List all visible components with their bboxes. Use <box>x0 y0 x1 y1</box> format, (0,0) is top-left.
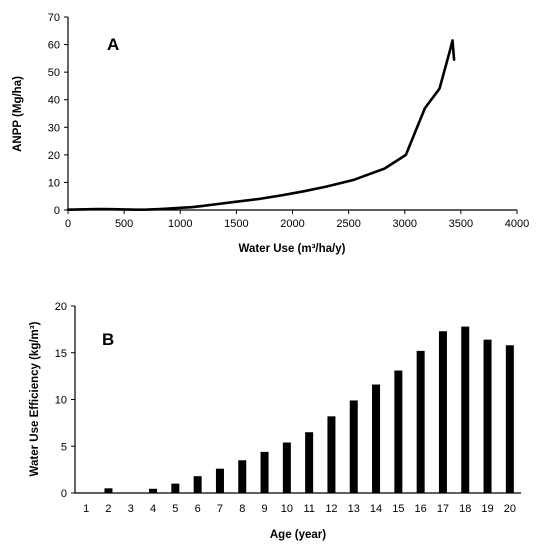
bar <box>305 432 314 493</box>
x-tick-label: 1500 <box>224 218 248 230</box>
chart-b: B 1 2 3 4 5 6 7 8 9 10 11 12 13 14 15 16 17 18 19 20 051015… <box>29 301 521 541</box>
x-tick-label: 11 <box>303 503 314 515</box>
x-tick-label: 3 <box>128 503 134 515</box>
x-axis-label-a: Water Use (m³/ha/y) <box>239 243 346 255</box>
chart-a: A 0 500 1000 1500 2000 2500 3000 3500 4000 0 10 20… <box>12 12 529 255</box>
y-axis-label-b: Water Use Efficiency (kg/m³) <box>29 321 41 476</box>
y-tick-label: 15 <box>55 348 67 360</box>
x-tick-label: 18 <box>459 503 471 515</box>
y-tick-label: 10 <box>55 395 67 407</box>
x-tick-label: 12 <box>325 503 337 515</box>
bar <box>215 468 224 493</box>
y-tick-label: 50 <box>48 67 60 79</box>
x-tick-label: 2 <box>105 503 111 515</box>
x-tick-label: 0 <box>65 218 71 230</box>
bar <box>483 339 492 493</box>
bar <box>171 483 180 493</box>
x-tick-label: 20 <box>504 503 516 515</box>
y-tick-label: 20 <box>55 301 67 313</box>
bar <box>461 326 470 493</box>
x-tick-label: 15 <box>392 503 404 515</box>
y-tick-label: 70 <box>48 12 60 24</box>
y-tick-label: 5 <box>61 441 67 453</box>
y-tick-label: 60 <box>48 40 60 52</box>
y-tick-label: 20 <box>48 150 60 162</box>
bar <box>327 416 336 493</box>
panel-label-a: A <box>107 35 119 54</box>
x-tick-label: 3000 <box>393 218 417 230</box>
x-tick-label: 9 <box>261 503 267 515</box>
x-tick-label: 5 <box>172 503 178 515</box>
panel-label-b: B <box>102 330 114 349</box>
x-tick-label: 1000 <box>168 218 192 230</box>
bar <box>238 460 247 493</box>
bar <box>104 488 113 493</box>
bar <box>282 442 291 493</box>
x-tick-label: 13 <box>348 503 360 515</box>
x-tick-label: 16 <box>415 503 427 515</box>
bar <box>416 350 425 493</box>
bar <box>349 400 358 493</box>
x-tick-label: 17 <box>437 503 449 515</box>
bar <box>438 331 447 493</box>
x-tick-label: 19 <box>481 503 493 515</box>
x-tick-label: 10 <box>281 503 293 515</box>
x-tick-label: 6 <box>195 503 201 515</box>
x-tick-label: 2000 <box>280 218 304 230</box>
bar <box>394 370 403 493</box>
y-axis-label-a: ANPP (Mg/ha) <box>12 76 24 152</box>
y-tick-label: 30 <box>48 122 60 134</box>
bar <box>193 476 202 493</box>
bar <box>372 384 381 493</box>
x-tick-label: 7 <box>217 503 223 515</box>
y-tick-label: 0 <box>61 488 67 500</box>
x-axis-label-b: Age (year) <box>270 529 326 541</box>
series-line <box>66 39 456 211</box>
x-tick-label: 1 <box>83 503 89 515</box>
y-tick-label: 0 <box>54 205 60 217</box>
bar <box>505 345 514 493</box>
y-tick-label: 40 <box>48 95 60 107</box>
x-tick-label: 2500 <box>336 218 360 230</box>
x-tick-label: 4 <box>150 503 156 515</box>
x-tick-label: 8 <box>239 503 245 515</box>
bar <box>149 488 158 493</box>
x-tick-label: 500 <box>115 218 133 230</box>
x-tick-label: 14 <box>370 503 382 515</box>
x-tick-label: 3500 <box>449 218 473 230</box>
x-tick-label: 4000 <box>505 218 529 230</box>
y-tick-label: 10 <box>48 177 60 189</box>
bar <box>260 451 269 493</box>
